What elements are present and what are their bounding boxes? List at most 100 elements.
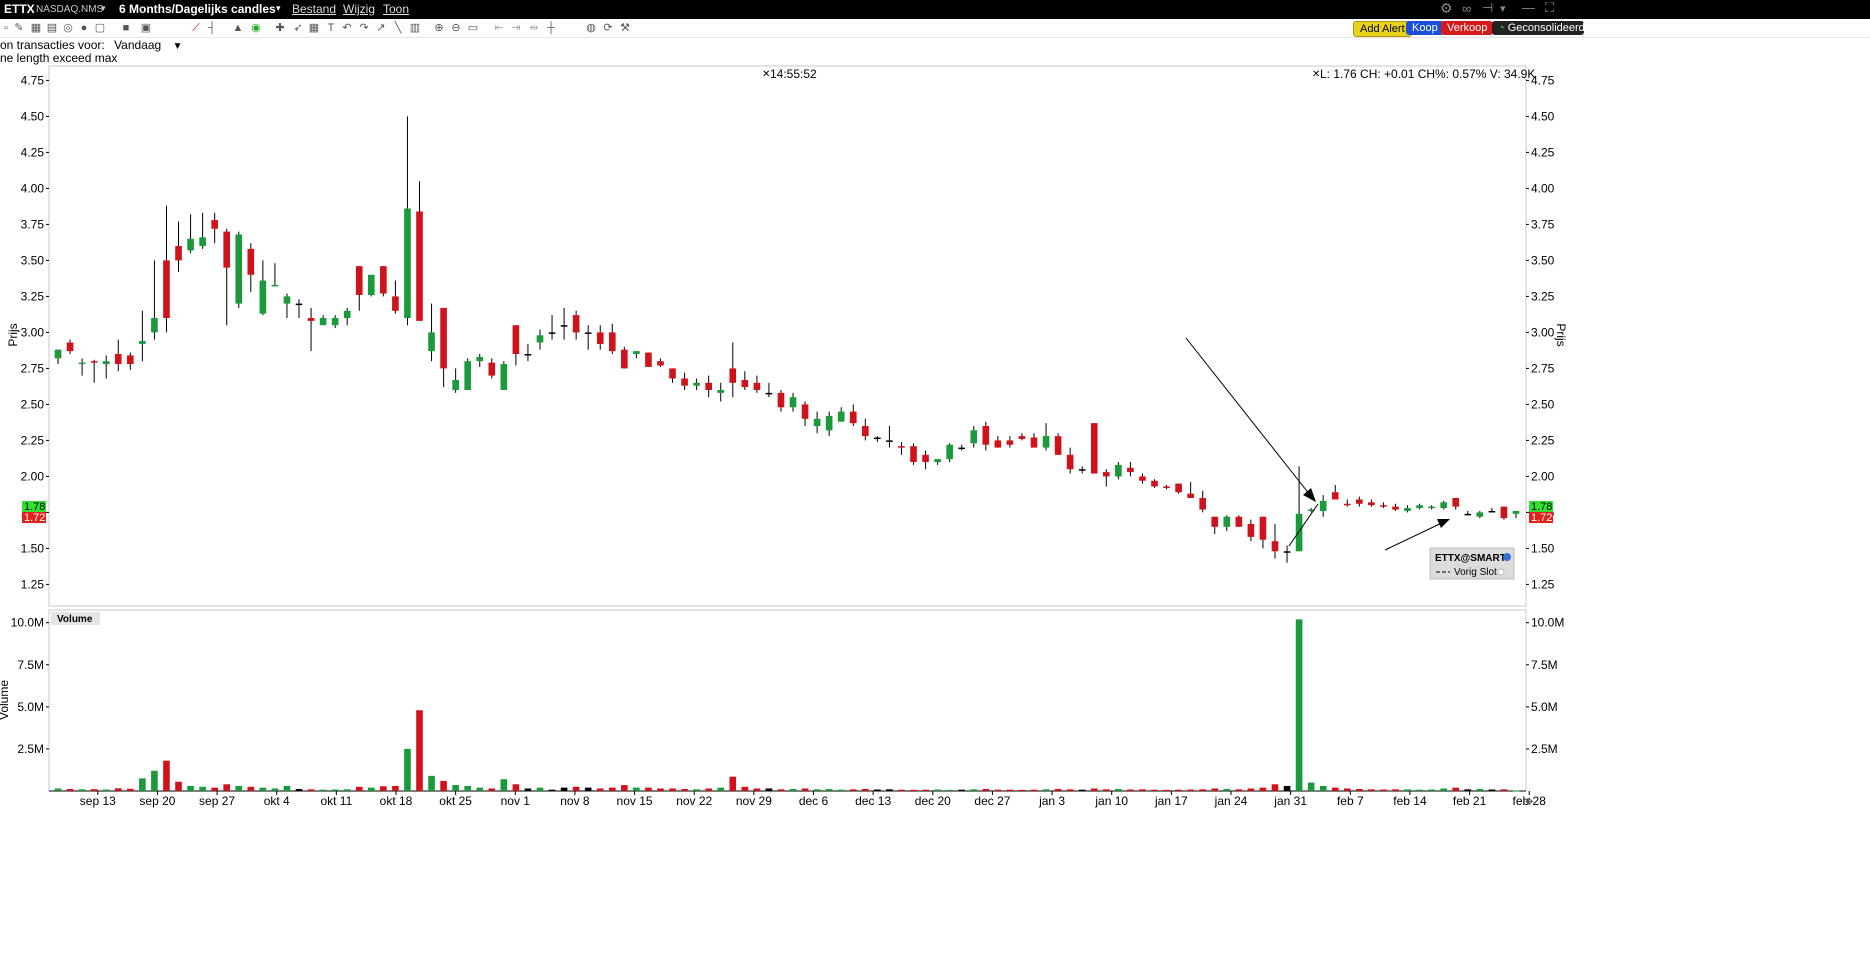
scroll-right-icon[interactable]: ⇥ [511,22,521,34]
calendar-icon[interactable]: ▦ [308,22,320,34]
pin-dropdown-icon[interactable]: ▾ [1500,3,1506,15]
candle-body [319,318,327,326]
menu-toon[interactable]: Toon [383,2,410,16]
close-quote-icon[interactable]: ✕ [1312,69,1320,80]
candle-body [211,220,218,229]
volume-bar [1428,789,1435,791]
volume-bar [1416,789,1423,791]
window-icon[interactable]: ▢ [94,22,106,34]
candle-body [825,415,833,431]
grid-icon[interactable]: ▦ [30,22,42,34]
consolidated-button[interactable]: ◔ Geconsolideerd [1492,21,1584,35]
square-icon[interactable]: ■ [122,22,130,34]
link-icon[interactable]: ∞ [1462,1,1472,16]
symbol-label[interactable]: ETTX [4,2,35,16]
bar-style-icon[interactable]: ┤ [208,22,216,34]
globe-icon[interactable]: ◍ [586,22,596,34]
volume-bar [452,785,459,791]
compress-icon[interactable]: ⇹ [529,22,539,34]
legend-box[interactable]: ETTX@SMART Vorig Slot [1429,547,1515,580]
volume-bar [765,788,773,791]
transactions-value[interactable]: Vandaag [114,38,162,52]
candle [175,221,182,272]
price-tick-label-left: 2.25 [21,433,45,447]
buy-button[interactable]: Koop [1406,21,1444,35]
fib-icon[interactable]: ▥ [409,22,421,34]
undo-icon[interactable]: ↶ [342,22,352,34]
sell-button[interactable]: Verkoop [1441,21,1494,35]
candle [1223,515,1231,532]
scroll-left-icon[interactable]: ⇤ [494,22,504,34]
legend-info-icon[interactable] [1503,553,1511,561]
fit-icon[interactable]: ▭ [467,22,479,34]
volume-bar [1271,784,1279,791]
volume-bar [1440,788,1447,791]
candle [801,401,809,426]
cursor-icon[interactable]: ➶ [293,22,303,34]
volume-bar [78,789,86,791]
candle [1319,495,1327,517]
period-dropdown-icon[interactable]: ▾ [276,3,281,13]
volume-bar [1187,789,1194,791]
volume-bar [1223,788,1231,791]
circle-icon[interactable]: ● [80,22,88,34]
minimize-icon[interactable]: — [1522,0,1535,15]
panel-icon[interactable]: ▣ [140,22,152,34]
volume-bar [392,785,399,791]
candle-body [946,444,953,460]
ask-tag-right: 1.72 [1529,512,1553,524]
candle [536,329,544,350]
pin-icon[interactable]: ⊣ [1482,0,1494,15]
price-tick-label-left: 4.75 [21,73,45,87]
menu-bestand[interactable]: Bestand [292,2,337,16]
transactions-dropdown-icon[interactable]: ▼ [172,41,183,52]
exchange-dropdown-icon[interactable]: ▾ [101,3,106,13]
pencil-icon[interactable]: ⟋ [192,22,200,34]
gear-icon[interactable]: ⚙ [1440,0,1453,16]
close-crosshair-icon[interactable]: ✕ [762,69,770,80]
period-selector[interactable]: 6 Months/Dagelijks candles [119,2,276,16]
draw-tools-icon[interactable]: ✎ [14,22,24,34]
candle [572,310,580,340]
candle [271,263,279,287]
table-icon[interactable]: ▤ [46,22,58,34]
volume-bar [608,787,616,791]
redo-icon[interactable]: ↷ [359,22,369,34]
palette-icon[interactable]: ◎ [63,22,73,34]
volume-bar [777,789,785,791]
maximize-icon[interactable]: ⛶ [1545,0,1555,15]
exchange-label[interactable]: NASDAQ.NMS [36,4,104,15]
sync-icon[interactable]: ⟳ [603,22,613,34]
zoom-out-icon[interactable]: ⊖ [451,22,461,34]
price-tick-label-right: 3.75 [1531,217,1555,231]
refresh-icon[interactable]: ◉ [251,22,261,34]
menu-wijzig[interactable]: Wijzig [343,2,375,16]
time-tick-label: nov 22 [676,794,712,808]
time-axis-resize-icon[interactable]: ✥ [1525,797,1533,808]
candle-body [392,296,399,311]
bars-icon[interactable]: ┼ [547,22,555,34]
candle-body [1042,436,1050,448]
candle-body [114,354,122,365]
trend-icon[interactable]: ↗ [376,22,386,34]
candle [621,346,628,369]
candle [66,339,74,354]
volume-bar [1464,789,1472,791]
candle [367,274,375,297]
candle-body [1464,513,1472,516]
line-icon[interactable]: ╲ [394,22,402,34]
volume-bar [705,788,712,791]
volume-bar [717,787,725,791]
wrench-icon[interactable]: ⚒ [620,22,630,34]
volume-bar [536,787,544,791]
text-icon[interactable]: T [327,22,335,34]
crosshair-icon[interactable]: ✚ [275,22,285,34]
mountain-icon[interactable]: ▲ [232,22,244,34]
candle-body [247,248,255,275]
candle [1295,466,1303,552]
zoom-in-icon[interactable]: ⊕ [434,22,444,34]
legend-toggle-icon[interactable] [1497,568,1505,576]
volume-bar [524,788,532,791]
new-chart-icon[interactable]: ▫ [4,22,8,34]
